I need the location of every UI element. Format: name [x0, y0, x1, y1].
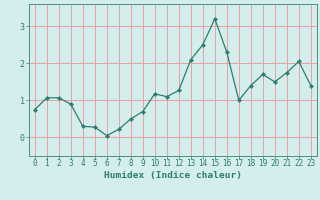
X-axis label: Humidex (Indice chaleur): Humidex (Indice chaleur) — [104, 171, 242, 180]
